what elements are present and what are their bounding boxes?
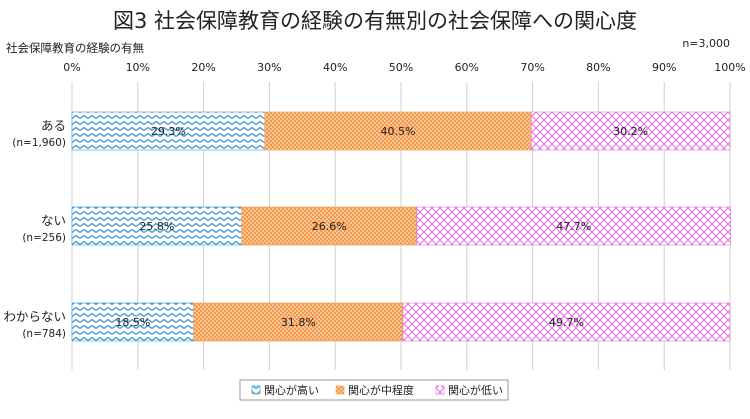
y-axis-labels: ある (n=1,960) ない (n=256) わからない (n=784) [3,118,66,340]
data-label: 29.3% [151,125,186,138]
chart-title: 図3 社会保障教育の経験の有無別の社会保障への関心度 [113,9,637,33]
bar-segment [71,302,195,342]
data-label: 30.2% [613,125,648,138]
data-label: 26.6% [312,220,347,233]
data-label: 49.7% [549,316,584,329]
legend: 関心が高い 関心が中程度 関心が低い [239,379,509,401]
category-label: ある [41,118,66,133]
x-tick-label: 80% [586,61,610,74]
bar-segment [416,206,731,246]
legend-swatch [251,385,261,395]
x-tick-label: 30% [257,61,281,74]
data-label: 18.5% [115,316,150,329]
data-label: 31.8% [281,316,316,329]
category-n-label: (n=256) [22,232,66,244]
category-label: ない [41,213,66,228]
category-label: わからない [3,309,66,324]
x-axis-ticks: 0% 10% 20% 30% 40% 50% 60% 70% 80% 90% 100% [63,61,745,74]
category-n-label: (n=784) [22,328,66,340]
x-tick-label: 100% [714,61,745,74]
bar-segment [402,302,731,342]
bars: 29.3% 40.5% 30.2% 25.8% 26.6% 47.7% 18.5% 31.8%… [71,111,731,342]
bar-segment [71,111,266,151]
data-label: 25.8% [139,220,174,233]
x-tick-label: 60% [455,61,479,74]
bar-segment [71,206,243,246]
legend-swatch [435,385,445,395]
data-label: 47.7% [556,220,591,233]
legend-label: 関心が低い [448,383,503,397]
bar-segment [241,206,418,246]
legend-box [239,379,509,401]
x-tick-label: 10% [126,61,150,74]
data-label: 40.5% [381,125,416,138]
x-tick-label: 20% [191,61,215,74]
x-tick-label: 50% [389,61,413,74]
x-tick-label: 70% [520,61,544,74]
bar-segment [264,111,532,151]
x-tick-label: 90% [652,61,676,74]
legend-swatch [335,385,345,395]
x-tick-label: 40% [323,61,347,74]
legend-label: 関心が高い [264,383,319,397]
bar-segment [530,111,731,151]
legend-label: 関心が中程度 [348,383,414,397]
x-tick-label: 0% [63,61,80,74]
sample-note: n=3,000 [682,37,730,50]
chart-subtitle: 社会保障教育の経験の有無 [6,41,144,55]
category-n-label: (n=1,960) [12,137,66,149]
